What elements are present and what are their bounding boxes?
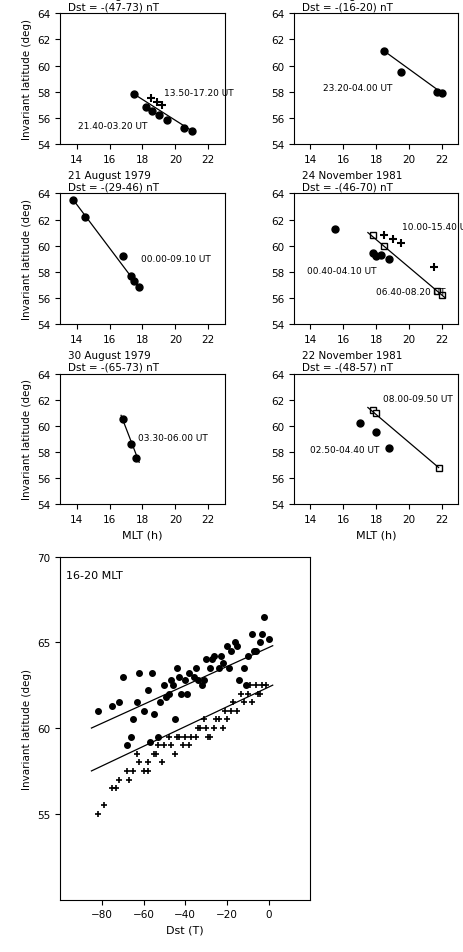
X-axis label: MLT (h): MLT (h) xyxy=(356,530,396,540)
Text: 24 November 1981
Dst = -(46-70) nT: 24 November 1981 Dst = -(46-70) nT xyxy=(302,170,402,192)
Text: 23.20-04.00 UT: 23.20-04.00 UT xyxy=(324,84,393,93)
Text: 22 November 1981
Dst = -(48-57) nT: 22 November 1981 Dst = -(48-57) nT xyxy=(302,350,402,372)
Text: 21 August 1979
Dst = -(29-46) nT: 21 August 1979 Dst = -(29-46) nT xyxy=(69,170,159,192)
Y-axis label: Invariant latitude (deg): Invariant latitude (deg) xyxy=(22,379,31,500)
Text: 16-20 MLT: 16-20 MLT xyxy=(67,570,123,581)
Text: 13.50-17.20 UT: 13.50-17.20 UT xyxy=(164,89,233,98)
Y-axis label: Invariant latitude (deg): Invariant latitude (deg) xyxy=(22,19,31,140)
Y-axis label: Invariant latitude (deg): Invariant latitude (deg) xyxy=(22,199,31,320)
Text: 13-14 August 1979
Dst = -(47-73) nT: 13-14 August 1979 Dst = -(47-73) nT xyxy=(69,0,168,12)
Text: 10.00-15.40 UT: 10.00-15.40 UT xyxy=(402,223,463,231)
X-axis label: Dst (T): Dst (T) xyxy=(166,925,204,935)
Text: 19-20 August 1979
Dst = -(16-20) nT: 19-20 August 1979 Dst = -(16-20) nT xyxy=(302,0,402,12)
Text: 02.50-04.40 UT: 02.50-04.40 UT xyxy=(310,446,380,454)
Text: 08.00-09.50 UT: 08.00-09.50 UT xyxy=(383,394,452,404)
Text: 03.30-06.00 UT: 03.30-06.00 UT xyxy=(138,433,207,443)
Text: 06.40-08.20 UT: 06.40-08.20 UT xyxy=(376,288,445,296)
Y-axis label: Invariant latitude (deg): Invariant latitude (deg) xyxy=(22,668,31,788)
Text: 00.00-09.10 UT: 00.00-09.10 UT xyxy=(141,255,211,264)
Text: 21.40-03.20 UT: 21.40-03.20 UT xyxy=(78,122,148,131)
Text: 30 August 1979
Dst = -(65-73) nT: 30 August 1979 Dst = -(65-73) nT xyxy=(69,350,159,372)
X-axis label: MLT (h): MLT (h) xyxy=(122,530,163,540)
Text: 00.40-04.10 UT: 00.40-04.10 UT xyxy=(307,267,376,276)
